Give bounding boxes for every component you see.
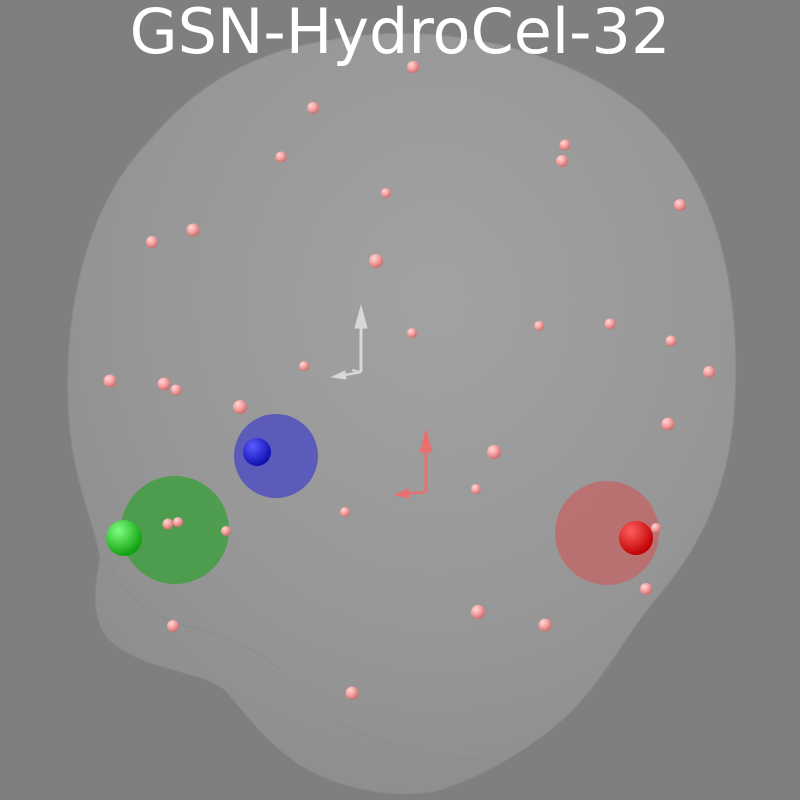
electrode[interactable] — [162, 518, 174, 530]
nasion-halo — [234, 414, 318, 498]
head-axes — [330, 304, 368, 380]
rpa-halo — [555, 481, 659, 585]
electrode[interactable] — [233, 400, 247, 414]
electrode[interactable] — [345, 686, 359, 700]
electrode[interactable] — [407, 61, 419, 73]
electrode[interactable] — [146, 236, 158, 248]
chin-contour — [239, 659, 501, 761]
electrode[interactable] — [407, 328, 417, 338]
lpa-fiducial[interactable] — [106, 520, 142, 556]
nasion-fiducial[interactable] — [243, 438, 271, 466]
electrode[interactable] — [186, 223, 200, 237]
electrode[interactable] — [674, 199, 686, 211]
electrode[interactable] — [369, 254, 383, 268]
head-surface — [67, 32, 737, 795]
electrode[interactable] — [103, 374, 117, 388]
rpa-fiducial[interactable] — [619, 521, 653, 555]
electrodes — [103, 61, 715, 700]
montage-title: GSN-HydroCel-32 — [129, 0, 671, 68]
electrode[interactable] — [534, 321, 544, 331]
electrode[interactable] — [340, 507, 350, 517]
electrode[interactable] — [173, 517, 183, 527]
electrode[interactable] — [471, 484, 481, 494]
electrode[interactable] — [221, 526, 231, 536]
electrode[interactable] — [170, 384, 182, 396]
electrode[interactable] — [604, 318, 616, 330]
electrode[interactable] — [651, 523, 661, 533]
electrode[interactable] — [157, 377, 171, 391]
electrode[interactable] — [167, 620, 179, 632]
electrode[interactable] — [307, 102, 319, 114]
electrode[interactable] — [487, 445, 501, 459]
lpa-halo — [121, 476, 229, 584]
mri-axes — [393, 428, 433, 499]
ear-contour — [109, 559, 281, 671]
electrode[interactable] — [559, 139, 571, 151]
electrode[interactable] — [299, 361, 309, 371]
electrode[interactable] — [556, 155, 568, 167]
electrode[interactable] — [640, 583, 652, 595]
electrode[interactable] — [538, 618, 552, 632]
electrode[interactable] — [275, 151, 287, 163]
electrode[interactable] — [471, 605, 485, 619]
electrode[interactable] — [665, 335, 677, 347]
electrode[interactable] — [381, 188, 391, 198]
electrode[interactable] — [703, 366, 715, 378]
electrode[interactable] — [661, 417, 675, 431]
